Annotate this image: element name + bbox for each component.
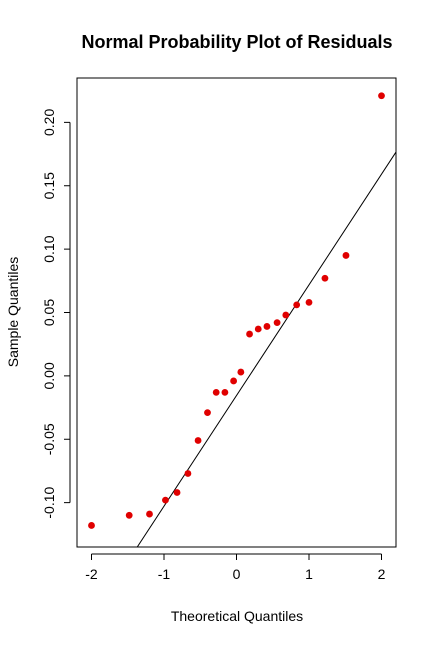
plot-frame [76,77,397,548]
data-point [263,323,271,330]
x-tick-label: -2 [85,566,98,582]
data-point [321,274,329,282]
y-tick-label: 0.10 [41,235,57,262]
data-point [88,522,95,529]
plot-layer: -2 -1 0 1 2 -0.10 -0.05 0.00 0.05 0.10 0.15 0.20 [41,77,397,582]
data-point [237,368,245,376]
y-tick-label: -0.05 [41,423,57,455]
data-point [194,437,202,444]
data-point [221,388,229,396]
data-point [342,252,350,259]
y-tick-label: 0.15 [41,172,57,199]
x-tick-label: 2 [378,566,386,582]
data-point [230,377,238,385]
data-point [212,388,220,396]
y-axis-label: Sample Quantiles [5,257,21,368]
x-axis-label: Theoretical Quantiles [171,608,303,624]
qq-reference-line [136,151,396,547]
data-point [146,510,153,518]
data-point [254,325,262,333]
data-point [273,319,281,327]
y-tick-label: 0.20 [41,109,57,136]
data-point [204,409,211,417]
data-point [173,489,181,496]
data-point [282,311,290,319]
data-point [293,301,301,309]
data-point [246,330,253,338]
y-tick-label: 0.05 [41,299,57,326]
data-point [378,92,385,100]
x-tick-label: -1 [158,566,171,582]
data-point [162,496,169,504]
x-tick-label: 0 [233,566,241,582]
data-point [125,511,133,519]
y-tick-label: -0.10 [41,486,57,518]
x-tick-label: 1 [305,566,313,582]
chart-title: Normal Probability Plot of Residuals [81,32,392,52]
y-tick-label: 0.00 [41,362,57,389]
data-point [184,470,192,477]
data-point [305,298,313,306]
